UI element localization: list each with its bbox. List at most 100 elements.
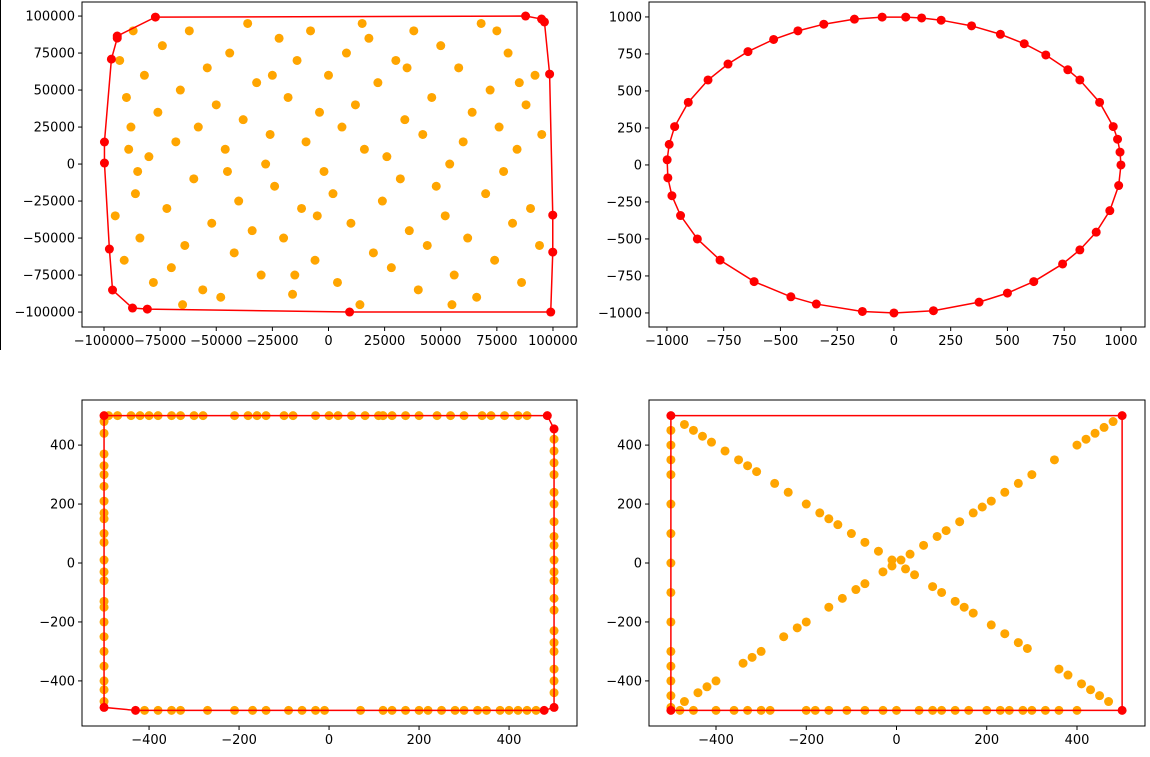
point (950, 596, 960, 606)
point (526, 203, 536, 213)
point (315, 107, 325, 117)
hull-point (811, 299, 821, 309)
point (328, 189, 338, 199)
hull-point (676, 211, 686, 221)
point (270, 181, 280, 191)
hull-point (769, 34, 779, 44)
point (135, 233, 145, 243)
point (427, 92, 437, 102)
point (377, 196, 387, 206)
point (837, 593, 847, 603)
point (364, 33, 374, 43)
point (115, 55, 125, 65)
hull-point (663, 173, 673, 183)
point (216, 292, 226, 302)
point (166, 263, 176, 273)
hull-point (131, 705, 141, 715)
point (901, 564, 911, 574)
point (485, 85, 495, 95)
point (283, 92, 293, 102)
point (1049, 455, 1059, 465)
hull-point (1002, 288, 1012, 298)
point (404, 226, 414, 236)
y-tick-label: 0 (634, 158, 642, 173)
x-tick-label: −250 (819, 334, 855, 349)
hull-point (1058, 259, 1068, 269)
point (110, 211, 120, 221)
point (896, 555, 906, 565)
point (801, 617, 811, 627)
hull-point (99, 137, 109, 147)
hull-point (104, 244, 114, 254)
hull-point (128, 303, 138, 313)
point (1077, 679, 1087, 689)
y-tick-label: −500 (606, 232, 642, 247)
point (409, 26, 419, 36)
point (905, 549, 915, 559)
point (267, 70, 277, 80)
hull-point (692, 234, 702, 244)
hull-point (548, 210, 558, 220)
hull-point (703, 75, 713, 85)
point (148, 277, 158, 287)
hull-point (889, 308, 899, 318)
x-tick-label: −750 (706, 334, 742, 349)
point (175, 85, 185, 95)
hull-point (1108, 122, 1118, 132)
hull-point (542, 411, 552, 421)
point (238, 115, 248, 125)
hull-point (539, 705, 549, 715)
point (440, 211, 450, 221)
point (783, 487, 793, 497)
point (157, 41, 167, 51)
point (252, 78, 262, 88)
y-tick-label: 250 (617, 121, 642, 136)
x-tick-label: −200 (221, 733, 257, 748)
point (467, 107, 477, 117)
point (481, 189, 491, 199)
point (824, 514, 834, 524)
point (860, 537, 870, 547)
point (290, 270, 300, 280)
point (222, 166, 232, 176)
point (503, 48, 513, 58)
point (706, 437, 716, 447)
point (1000, 487, 1010, 497)
x-tick-label: −50000 (190, 334, 242, 349)
x-tick-label: 100000 (528, 334, 578, 349)
hull-point (917, 13, 927, 23)
point (1022, 643, 1032, 653)
point (833, 520, 843, 530)
x-tick-label: −500 (763, 334, 799, 349)
point (139, 70, 149, 80)
point (887, 555, 897, 565)
point (1027, 470, 1037, 480)
point (133, 166, 143, 176)
point (373, 78, 383, 88)
point (968, 508, 978, 518)
y-tick-label: −400 (606, 674, 642, 689)
hull-point (99, 158, 109, 168)
point (346, 218, 356, 228)
point (932, 531, 942, 541)
point (986, 620, 996, 630)
x-tick-label: 75000 (476, 334, 517, 349)
hull-point (142, 304, 152, 314)
point (357, 18, 367, 28)
point (851, 585, 861, 595)
hull-point (793, 26, 803, 36)
x-tick-label: −200 (788, 733, 824, 748)
y-tick-label: −50000 (23, 232, 75, 247)
point (711, 676, 721, 686)
point (734, 455, 744, 465)
point (919, 540, 929, 550)
hull-point (1117, 411, 1127, 421)
y-tick-label: −75000 (23, 269, 75, 284)
y-tick-label: 750 (617, 47, 642, 62)
x-tick-label: −1000 (645, 334, 689, 349)
point (1090, 428, 1100, 438)
point (447, 300, 457, 310)
point (801, 499, 811, 509)
point (458, 137, 468, 147)
point (261, 159, 271, 169)
